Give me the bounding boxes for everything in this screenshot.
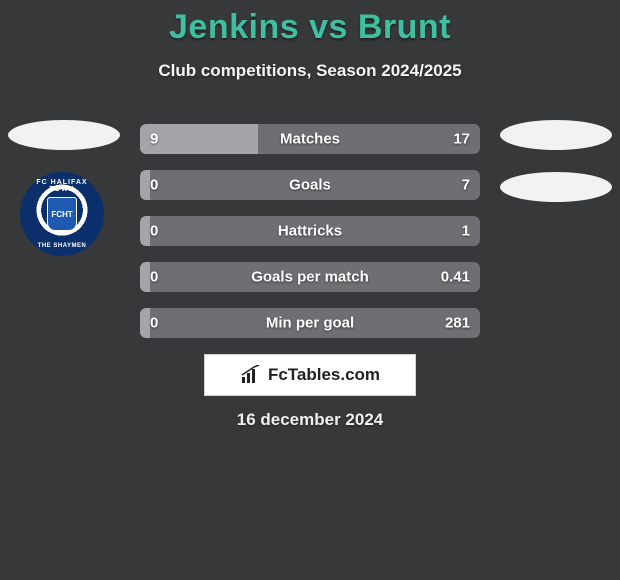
club-crest-left: FC HALIFAX TOWN FCHT THE SHAYMEN bbox=[20, 172, 104, 256]
stats-bars: 9 17 Matches 0 7 Goals 0 1 Hattricks 0 0.41 Goals p… bbox=[140, 124, 480, 354]
right-player-col bbox=[500, 120, 612, 224]
stat-label: Goals per match bbox=[251, 269, 369, 286]
stat-value-left: 0 bbox=[150, 269, 158, 286]
left-player-col: FC HALIFAX TOWN FCHT THE SHAYMEN bbox=[8, 120, 120, 256]
stat-row: 0 0.41 Goals per match bbox=[140, 262, 480, 292]
player-placeholder-right-2 bbox=[500, 172, 612, 202]
player-placeholder-right-1 bbox=[500, 120, 612, 150]
stat-value-left: 9 bbox=[150, 131, 158, 148]
stat-label: Matches bbox=[280, 131, 340, 148]
bar-chart-icon bbox=[240, 365, 262, 385]
stat-label: Min per goal bbox=[266, 315, 354, 332]
page-title: Jenkins vs Brunt bbox=[0, 0, 620, 47]
stat-value-right: 281 bbox=[445, 315, 470, 332]
stat-value-left: 0 bbox=[150, 177, 158, 194]
stat-label: Goals bbox=[289, 177, 331, 194]
stat-value-right: 7 bbox=[462, 177, 470, 194]
bar-fill-left bbox=[140, 262, 150, 292]
bar-fill-left bbox=[140, 170, 150, 200]
stat-row: 0 281 Min per goal bbox=[140, 308, 480, 338]
stat-value-right: 1 bbox=[462, 223, 470, 240]
bar-fill-left bbox=[140, 308, 150, 338]
stat-value-right: 17 bbox=[453, 131, 470, 148]
date-text: 16 december 2024 bbox=[237, 410, 384, 430]
stat-row: 0 7 Goals bbox=[140, 170, 480, 200]
stat-row: 0 1 Hattricks bbox=[140, 216, 480, 246]
stat-label: Hattricks bbox=[278, 223, 342, 240]
stat-value-left: 0 bbox=[150, 223, 158, 240]
crest-bottom-text: THE SHAYMEN bbox=[23, 243, 101, 249]
brand-text: FcTables.com bbox=[268, 365, 380, 385]
stat-row: 9 17 Matches bbox=[140, 124, 480, 154]
crest-inner: FCHT bbox=[47, 197, 77, 231]
subtitle: Club competitions, Season 2024/2025 bbox=[0, 61, 620, 81]
brand-logo-box: FcTables.com bbox=[204, 354, 416, 396]
stat-value-left: 0 bbox=[150, 315, 158, 332]
player-placeholder-left bbox=[8, 120, 120, 150]
crest-top-text: FC HALIFAX TOWN bbox=[23, 179, 101, 193]
stat-value-right: 0.41 bbox=[441, 269, 470, 286]
bar-fill-left bbox=[140, 216, 150, 246]
